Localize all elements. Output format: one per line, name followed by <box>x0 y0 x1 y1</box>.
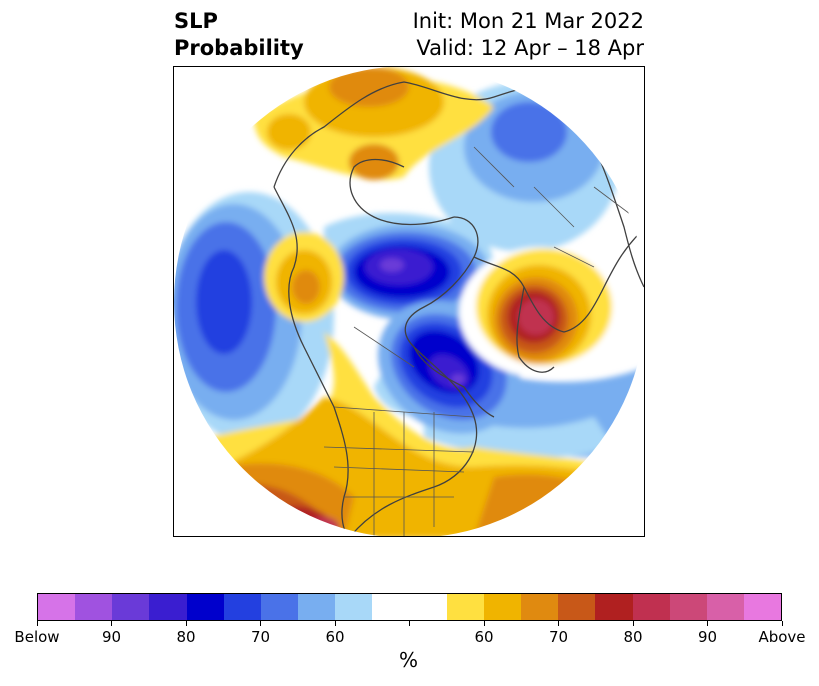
colorbar-tick <box>185 621 187 626</box>
colorbar-cell <box>372 594 410 620</box>
coastlines <box>273 81 644 536</box>
colorbar-tick-label: 60 <box>474 628 494 646</box>
colorbar-tick-label: 70 <box>250 628 271 646</box>
colorbar-tick <box>334 621 336 626</box>
colorbar-cell <box>335 594 373 620</box>
colorbar-tick-label: 70 <box>548 628 569 646</box>
title-product: Probability <box>174 36 304 60</box>
title-right: Init: Mon 21 Mar 2022 Valid: 12 Apr – 18… <box>413 8 644 62</box>
colorbar-cell <box>149 594 187 620</box>
colorbar-cell <box>483 594 522 620</box>
colorbar-unit-label: % <box>399 648 419 672</box>
colorbar-tick <box>632 621 634 626</box>
colorbar-cell <box>706 594 744 620</box>
probability-map <box>174 67 644 536</box>
colorbar-cell <box>446 594 484 620</box>
colorbar-cell <box>521 594 559 620</box>
colorbar-cell <box>743 594 782 620</box>
init-date: Init: Mon 21 Mar 2022 <box>412 9 644 33</box>
colorbar-cell <box>409 594 447 620</box>
colorbar-tick-label: Below <box>14 628 60 646</box>
colorbar-cell <box>632 594 670 620</box>
valid-range: Valid: 12 Apr – 18 Apr <box>416 36 644 60</box>
western-europe-above-region <box>459 247 619 377</box>
colorbar-cell <box>669 594 707 620</box>
colorbar-tick <box>483 621 485 626</box>
colorbar-cell <box>223 594 261 620</box>
colorbar-tick <box>707 621 708 626</box>
colorbar-tick-label: 80 <box>176 628 196 646</box>
colorbar <box>37 593 782 621</box>
east-siberia-above-region <box>254 67 494 180</box>
colorbar-tick-label: 80 <box>623 628 643 646</box>
title-variable: SLP <box>174 9 218 33</box>
colorbar-cell <box>558 594 596 620</box>
colorbar-tick-label: Above <box>758 628 806 646</box>
colorbar-tick <box>36 621 38 626</box>
colorbar-tick-label: 90 <box>101 628 122 646</box>
gulf-of-alaska-above-region <box>264 232 344 322</box>
colorbar-cell <box>112 594 150 620</box>
colorbar-tick-label: 60 <box>325 628 345 646</box>
colorbar-tick <box>111 621 112 626</box>
colorbar-cell <box>186 594 224 620</box>
political-borders <box>323 146 635 536</box>
colorbar-cell <box>595 594 633 620</box>
colorbar-tick <box>558 621 559 626</box>
colorbar-cell <box>298 594 336 620</box>
colorbar-cell <box>75 594 113 620</box>
colorbar-ticks <box>36 621 783 631</box>
map-panel <box>173 66 645 537</box>
colorbar-cell <box>260 594 299 620</box>
colorbar-cell <box>38 594 76 620</box>
colorbar-tick <box>260 621 261 626</box>
colorbar-tick <box>781 621 783 626</box>
title-left: SLP Probability <box>174 8 304 62</box>
colorbar-tick-label: 90 <box>697 628 718 646</box>
colorbar-tick <box>409 621 410 626</box>
